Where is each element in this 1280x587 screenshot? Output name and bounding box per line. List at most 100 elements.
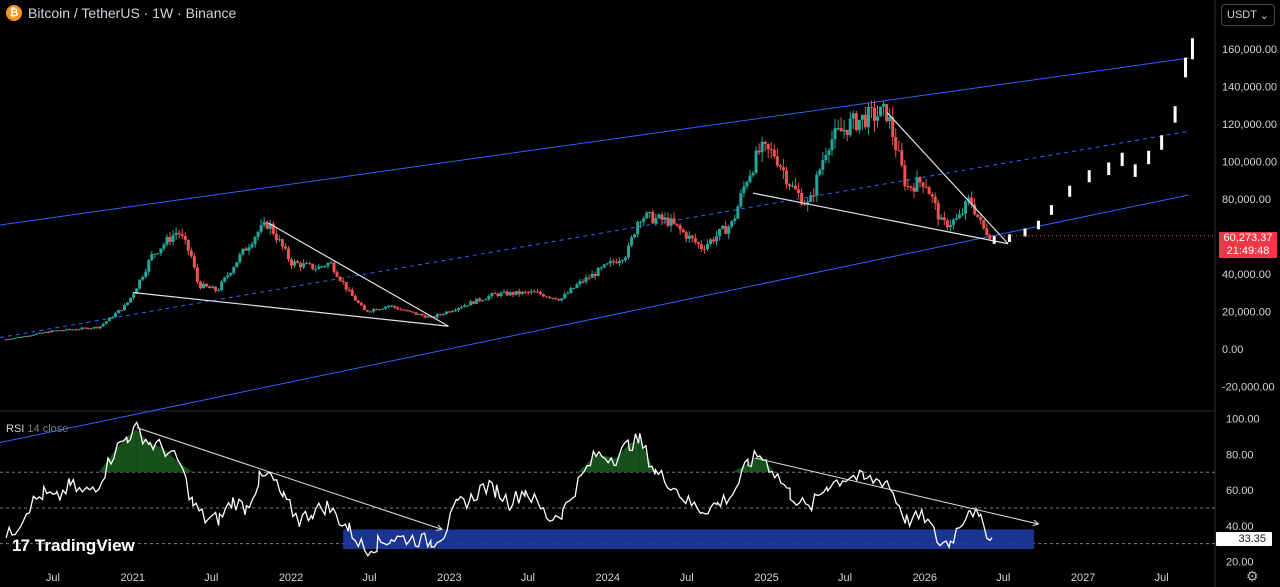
candle-body: [77, 329, 81, 331]
candle-body: [869, 107, 873, 109]
tradingview-mark-icon: 17: [12, 536, 30, 555]
candle-body: [147, 260, 151, 272]
candle-body: [89, 328, 93, 330]
candle-body: [620, 260, 624, 262]
candle-body: [259, 225, 263, 232]
candle-body: [821, 160, 825, 170]
projection-bar: [1007, 234, 1011, 242]
candle-body: [678, 225, 682, 230]
candle-body: [784, 170, 788, 185]
price-tick-label: 40,000.00: [1222, 269, 1271, 281]
candle-body: [19, 336, 23, 338]
candle-body: [299, 263, 303, 268]
candle-body: [775, 156, 779, 166]
channel-lower-line: [0, 194, 1189, 443]
candle-body: [98, 326, 102, 329]
candle-body: [639, 221, 643, 223]
candle-body: [74, 329, 78, 331]
candle-body: [371, 309, 375, 312]
currency-selector[interactable]: USDT ⌄: [1221, 4, 1275, 26]
candle-body: [857, 119, 861, 131]
candle-body: [353, 295, 357, 301]
rsi-trendline: [136, 427, 443, 530]
candle-body: [232, 267, 236, 273]
candle-body: [308, 263, 312, 265]
price-tick-label: 100,000.00: [1222, 156, 1277, 168]
price-trendline: [268, 222, 449, 327]
candle-body: [508, 292, 512, 296]
candle-body: [523, 291, 527, 293]
candle-body: [702, 249, 706, 251]
candle-body: [177, 232, 181, 234]
candle-body: [393, 305, 397, 308]
candle-body: [611, 261, 615, 263]
candle-body: [423, 315, 427, 318]
candle-body: [368, 311, 372, 313]
candle-body: [872, 107, 876, 121]
candle-body: [490, 293, 494, 297]
candle-body: [866, 107, 870, 128]
candle-body: [441, 314, 445, 316]
candle-body: [848, 118, 852, 136]
candle-body: [214, 286, 218, 291]
candle-body: [772, 149, 776, 157]
candle-body: [204, 283, 208, 287]
candle-body: [554, 297, 558, 300]
candle-body: [860, 114, 864, 120]
candle-body: [126, 302, 130, 306]
candle-body: [794, 185, 798, 190]
gear-icon[interactable]: ⚙: [1246, 568, 1259, 584]
candle-body: [709, 239, 713, 244]
candle-body: [970, 197, 974, 205]
rsi-overbought-fill: [732, 463, 749, 473]
candle-body: [973, 204, 977, 215]
candle-body: [122, 305, 126, 311]
candle-body: [435, 314, 439, 318]
candle-body: [945, 220, 949, 228]
candle-body: [481, 300, 485, 302]
candle-body: [551, 297, 555, 299]
rsi-overbought-fill: [629, 440, 640, 473]
candle-body: [693, 238, 697, 243]
time-tick-label: 2026: [913, 572, 937, 584]
price-trendline: [752, 192, 1009, 245]
candle-body: [302, 263, 306, 268]
candle-body: [362, 305, 366, 311]
candle-body: [469, 301, 473, 306]
candle-body: [402, 309, 406, 311]
candle-body: [627, 245, 631, 258]
candle-body: [727, 226, 731, 234]
tradingview-logo[interactable]: 17 TradingView: [12, 536, 135, 556]
candle-body: [912, 187, 916, 192]
candle-body: [244, 248, 248, 251]
rsi-overbought-fill: [98, 450, 115, 473]
candle-body: [347, 289, 351, 291]
candle-body: [189, 250, 193, 257]
candle-body: [885, 104, 889, 122]
candle-body: [119, 310, 123, 312]
candle-body: [405, 310, 409, 312]
candle-body: [496, 293, 500, 297]
candle-body: [851, 113, 855, 119]
candle-body: [156, 253, 160, 255]
time-tick-label: 2025: [754, 572, 778, 584]
candle-body: [958, 214, 962, 219]
candle-body: [681, 229, 685, 233]
time-tick-label: Jul: [204, 572, 218, 584]
candle-body: [830, 139, 834, 151]
candle-body: [687, 235, 691, 239]
symbol-title[interactable]: Bitcoin / TetherUS · 1W · Binance: [28, 5, 237, 21]
candle-body: [529, 291, 533, 293]
candle-body: [417, 313, 421, 315]
candle-body: [578, 281, 582, 285]
candle-body: [791, 185, 795, 187]
candle-body: [976, 214, 980, 217]
candle-body: [460, 307, 464, 309]
candle-body: [350, 289, 354, 296]
rsi-overbought-fill: [114, 436, 128, 473]
rsi-indicator-label[interactable]: RSI 14 close: [6, 423, 68, 435]
candle-body: [323, 266, 327, 268]
candle-body: [456, 308, 460, 311]
candle-body: [223, 277, 227, 282]
